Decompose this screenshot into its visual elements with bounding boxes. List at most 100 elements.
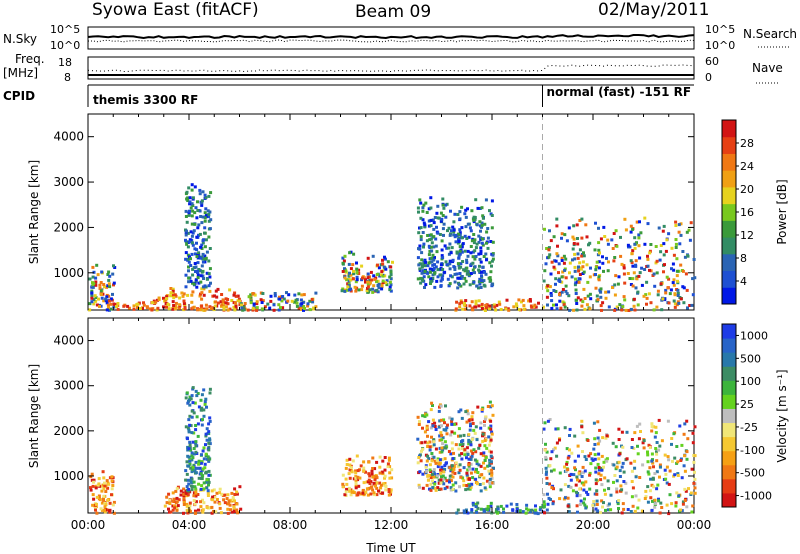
range-cell: [314, 305, 318, 309]
range-cell: [423, 430, 427, 434]
range-cell: [94, 299, 98, 303]
range-cell: [193, 222, 197, 226]
range-cell: [214, 300, 217, 304]
range-cell: [199, 308, 203, 312]
range-cell: [97, 477, 101, 481]
range-cell: [458, 249, 462, 253]
range-cell: [430, 260, 434, 264]
range-cell: [231, 496, 235, 500]
range-cell: [649, 243, 653, 246]
range-cell: [590, 457, 594, 461]
range-cell: [391, 260, 394, 264]
range-cell: [235, 502, 239, 506]
range-cell: [557, 262, 561, 266]
range-cell: [154, 300, 158, 304]
range-cell: [489, 450, 493, 454]
range-cell: [367, 480, 370, 484]
range-cell: [191, 456, 195, 460]
range-cell: [615, 244, 619, 248]
range-cell: [384, 485, 388, 488]
range-cell: [602, 465, 605, 469]
range-cell: [534, 305, 538, 309]
range-cell: [201, 257, 205, 261]
range-cell: [436, 204, 440, 208]
range-cell: [537, 301, 540, 305]
range-cell: [99, 293, 103, 296]
range-cell: [202, 414, 206, 418]
range-cell: [471, 451, 475, 455]
range-cell: [578, 493, 582, 497]
range-cell: [440, 450, 444, 454]
y-tick-label: 3000: [53, 379, 84, 393]
range-cell: [573, 257, 577, 261]
range-cell: [690, 467, 694, 471]
range-cell: [199, 470, 203, 474]
velocity-x-axis: 00:00 04:00 08:00 12:00 16:00 20:00 00:00: [71, 318, 711, 532]
range-cell: [645, 296, 649, 300]
range-cell: [572, 473, 576, 477]
range-cell: [219, 511, 223, 515]
range-cell: [671, 281, 675, 285]
range-cell: [457, 434, 460, 438]
range-cell: [527, 299, 531, 303]
range-cell: [106, 273, 110, 276]
range-cell: [617, 438, 621, 441]
range-cell: [486, 236, 490, 240]
range-cell: [370, 472, 374, 476]
range-cell: [468, 484, 472, 488]
range-cell: [199, 274, 203, 278]
range-cell: [422, 261, 426, 265]
range-cell: [462, 466, 466, 470]
range-cell: [193, 211, 197, 215]
range-cell: [367, 460, 371, 464]
range-cell: [376, 279, 380, 283]
range-cell: [607, 260, 610, 264]
range-cell: [469, 229, 473, 233]
range-cell: [343, 267, 346, 271]
range-cell: [676, 300, 680, 304]
range-cell: [673, 305, 677, 309]
range-cell: [459, 276, 463, 280]
range-cell: [169, 294, 173, 298]
range-cell: [190, 415, 194, 419]
range-cell: [471, 467, 475, 471]
range-cell: [191, 281, 194, 285]
range-cell: [187, 211, 191, 215]
range-cell: [200, 201, 204, 205]
range-cell: [460, 452, 464, 456]
range-cell: [90, 296, 94, 300]
range-cell: [583, 469, 587, 473]
range-cell: [110, 479, 114, 483]
range-cell: [273, 292, 277, 295]
range-cell: [594, 507, 598, 511]
range-cell: [574, 292, 578, 295]
range-cell: [157, 296, 161, 300]
power-heatmap: [88, 183, 697, 312]
range-cell: [195, 415, 199, 419]
range-cell: [455, 300, 459, 304]
range-cell: [192, 282, 196, 286]
colorbar-tick-label: 24: [740, 160, 754, 173]
range-cell: [388, 476, 392, 480]
range-cell: [445, 485, 449, 489]
range-cell: [638, 256, 642, 260]
range-cell: [208, 305, 212, 309]
range-cell: [175, 487, 179, 491]
range-cell: [224, 297, 228, 301]
range-cell: [581, 450, 584, 453]
range-cell: [354, 480, 358, 484]
range-cell: [263, 305, 267, 309]
range-cell: [448, 259, 452, 263]
range-cell: [475, 284, 479, 288]
range-cell: [665, 503, 669, 507]
range-cell: [417, 263, 421, 267]
range-cell: [354, 471, 358, 475]
range-cell: [479, 252, 483, 256]
range-cell: [627, 309, 631, 312]
range-cell: [112, 283, 115, 287]
range-cell: [457, 427, 461, 431]
range-cell: [473, 238, 477, 242]
range-cell: [662, 270, 665, 274]
range-cell: [651, 499, 654, 503]
range-cell: [625, 457, 629, 461]
